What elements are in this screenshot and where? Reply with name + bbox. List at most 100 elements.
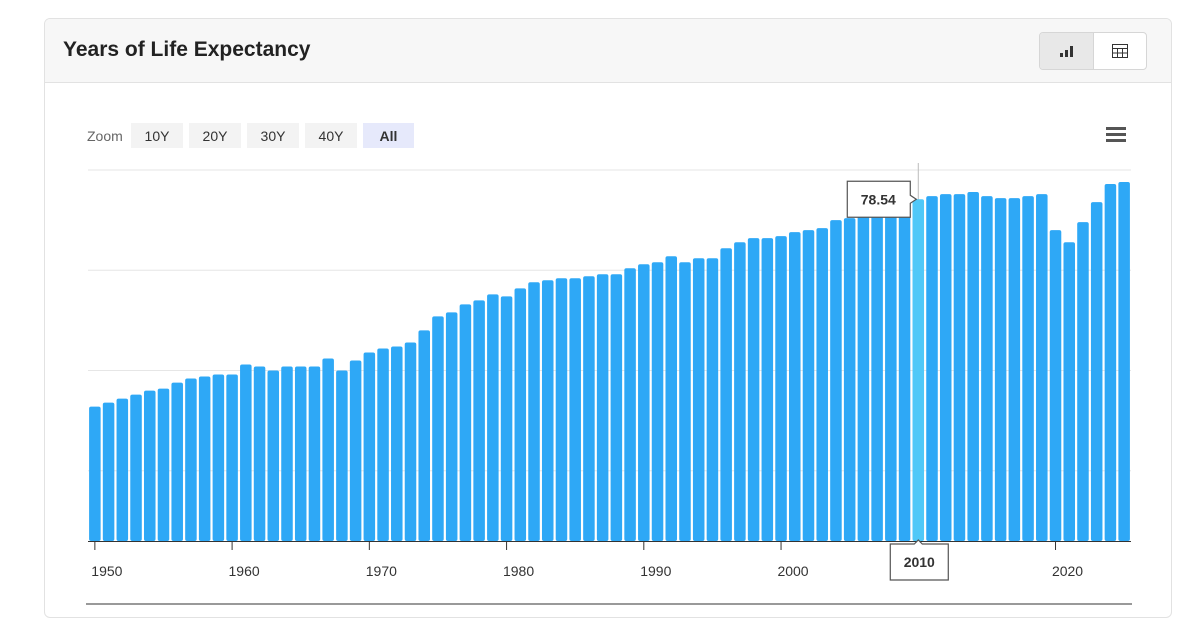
zoom-button-label: 40Y bbox=[319, 128, 345, 144]
bar bbox=[734, 242, 746, 542]
bar bbox=[706, 258, 719, 541]
bar bbox=[445, 312, 458, 541]
bar bbox=[569, 278, 581, 541]
bar-icon bbox=[1060, 46, 1074, 57]
bar bbox=[816, 228, 828, 542]
bar bbox=[1090, 202, 1103, 541]
bar bbox=[953, 194, 966, 541]
bar bbox=[775, 236, 787, 541]
zoom-button-label: 30Y bbox=[261, 128, 287, 144]
bar bbox=[143, 390, 156, 541]
view-toggle bbox=[1039, 32, 1147, 70]
bar bbox=[679, 262, 691, 541]
x-tick-label: 1980 bbox=[503, 563, 534, 579]
bar bbox=[1022, 196, 1034, 542]
menu-icon[interactable] bbox=[1106, 127, 1126, 142]
bar bbox=[185, 378, 197, 541]
tooltip: 78.54 bbox=[846, 180, 918, 218]
bar bbox=[624, 268, 636, 541]
bar bbox=[377, 348, 389, 541]
bar bbox=[926, 196, 938, 542]
bar bbox=[1104, 184, 1117, 541]
bar bbox=[885, 204, 897, 541]
bar bbox=[898, 200, 911, 541]
bar bbox=[802, 230, 815, 541]
table-view-button[interactable] bbox=[1094, 33, 1147, 69]
bar bbox=[720, 248, 732, 541]
bar bbox=[240, 364, 252, 541]
bar bbox=[1049, 230, 1062, 541]
bar bbox=[514, 288, 527, 541]
chart-card: Years of Life Expectancy bbox=[44, 18, 1172, 618]
tooltip-value: 78.54 bbox=[861, 191, 896, 207]
table-icon bbox=[1111, 44, 1128, 58]
zoom-button[interactable] bbox=[305, 123, 357, 148]
bar bbox=[459, 304, 472, 541]
zoom-button[interactable] bbox=[363, 123, 414, 148]
bar bbox=[638, 264, 650, 541]
bar bbox=[651, 262, 664, 541]
bar bbox=[857, 212, 870, 541]
zoom-button-label: All bbox=[380, 128, 398, 144]
bar bbox=[281, 366, 293, 541]
bar bbox=[912, 199, 925, 541]
zoom-label: Zoom bbox=[87, 128, 123, 144]
bar bbox=[336, 370, 348, 541]
bar bbox=[761, 238, 774, 541]
bar bbox=[747, 238, 760, 541]
bar bbox=[157, 388, 170, 541]
x-crosshair-label: 2010 bbox=[889, 539, 949, 581]
card-title: Years of Life Expectancy bbox=[63, 38, 311, 61]
bar bbox=[308, 366, 321, 541]
bar bbox=[89, 406, 101, 541]
scrollbar-line bbox=[86, 603, 1132, 605]
bar bbox=[789, 232, 801, 541]
bar bbox=[171, 382, 183, 541]
bar bbox=[349, 360, 362, 541]
x-tick-label: 2000 bbox=[777, 563, 808, 579]
chart-view-button[interactable] bbox=[1040, 33, 1094, 69]
bar bbox=[1036, 194, 1048, 541]
zoom-button[interactable] bbox=[247, 123, 299, 148]
bar bbox=[253, 366, 266, 541]
zoom-button[interactable] bbox=[189, 123, 241, 148]
bar bbox=[967, 192, 979, 542]
bar bbox=[130, 394, 142, 541]
x-tick-label: 1970 bbox=[366, 563, 397, 579]
bar bbox=[212, 374, 225, 541]
x-tick-label: 1990 bbox=[640, 563, 671, 579]
bar bbox=[610, 274, 623, 541]
bar bbox=[541, 280, 554, 541]
bar bbox=[404, 342, 417, 541]
bar bbox=[102, 402, 115, 541]
bar bbox=[294, 366, 307, 541]
bar bbox=[487, 294, 499, 541]
zoom-button-label: 10Y bbox=[145, 128, 171, 144]
bar bbox=[1077, 222, 1089, 541]
bar bbox=[116, 398, 129, 541]
bar bbox=[267, 370, 280, 541]
bar bbox=[692, 258, 705, 541]
bar bbox=[322, 358, 334, 541]
bar bbox=[843, 218, 856, 541]
bar bbox=[830, 220, 842, 541]
bar bbox=[583, 276, 595, 541]
bar bbox=[391, 346, 403, 541]
bar bbox=[198, 376, 211, 541]
zoom-button[interactable] bbox=[131, 123, 183, 148]
bar bbox=[432, 316, 444, 541]
bar bbox=[596, 274, 609, 541]
x-tick-label: 1960 bbox=[229, 563, 260, 579]
bar bbox=[500, 296, 513, 541]
card-header: Years of Life Expectancy bbox=[45, 19, 1171, 83]
bar bbox=[1063, 242, 1076, 542]
x-label-box bbox=[889, 539, 949, 581]
bar bbox=[363, 352, 376, 541]
x-tick-label: 2020 bbox=[1052, 563, 1083, 579]
bar bbox=[1118, 182, 1130, 542]
bar bbox=[418, 330, 430, 541]
bar bbox=[994, 198, 1007, 541]
bar bbox=[665, 256, 678, 541]
bar bbox=[473, 300, 485, 541]
